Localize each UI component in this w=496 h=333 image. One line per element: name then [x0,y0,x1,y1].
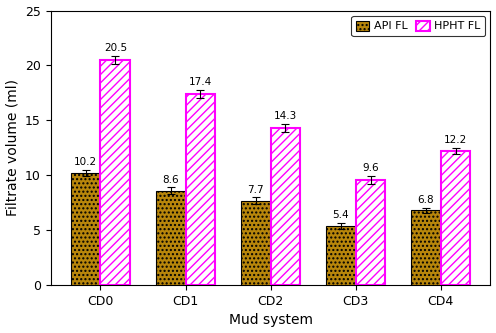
Bar [241,200,271,285]
Text: 9.6: 9.6 [362,163,379,173]
Text: 10.2: 10.2 [74,157,97,167]
Legend: API FL, HPHT FL: API FL, HPHT FL [352,16,485,36]
Text: 20.5: 20.5 [104,43,127,53]
Bar [356,180,385,285]
Bar [271,128,301,285]
Bar [101,60,130,285]
Text: 7.7: 7.7 [248,184,264,194]
Bar [411,210,440,285]
Bar [326,226,356,285]
Text: 6.8: 6.8 [418,195,434,205]
Text: 12.2: 12.2 [444,135,467,145]
Text: 14.3: 14.3 [274,112,297,122]
Text: 17.4: 17.4 [189,77,212,87]
Bar [71,173,101,285]
Text: 5.4: 5.4 [332,210,349,220]
Bar [156,191,186,285]
X-axis label: Mud system: Mud system [229,313,312,327]
Bar [440,151,471,285]
Bar [186,94,215,285]
Text: 8.6: 8.6 [162,175,179,185]
Y-axis label: Filtrate volume (ml): Filtrate volume (ml) [5,79,19,216]
